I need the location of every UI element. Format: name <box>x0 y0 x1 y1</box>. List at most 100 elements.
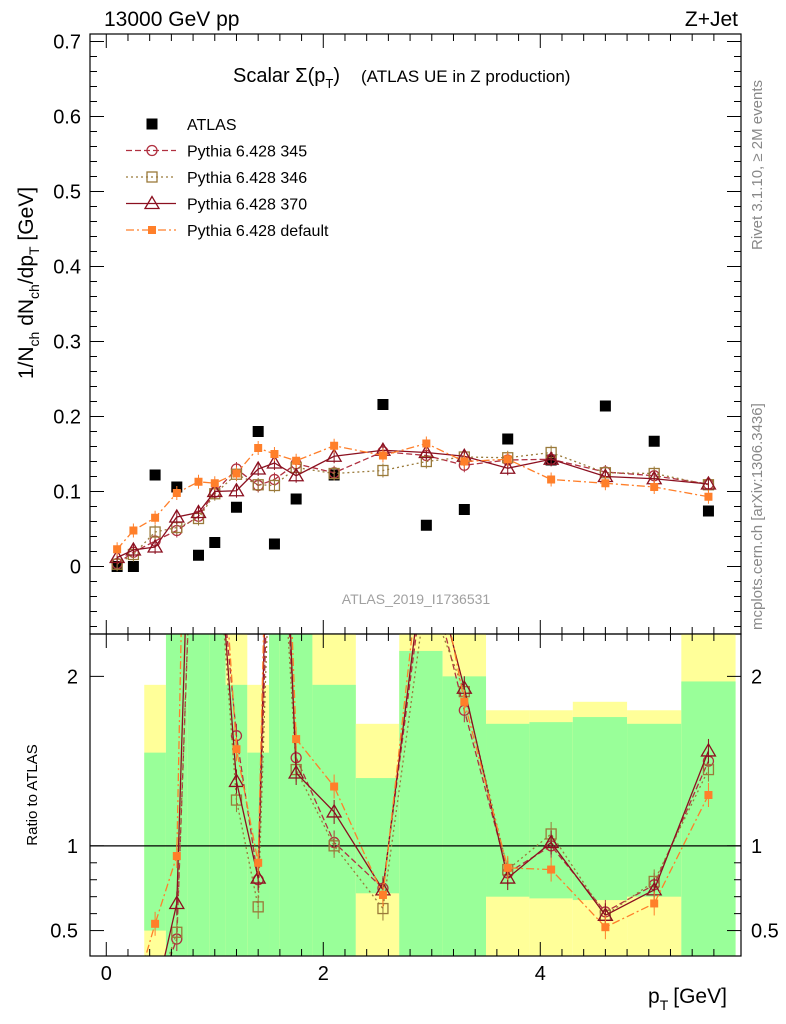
p346-point <box>252 479 264 491</box>
ratio-y-tick-label: 1 <box>67 836 78 858</box>
x-axis-label-unit: [GeV] <box>673 985 727 1008</box>
ratio-x-axis: 0 2 4 <box>101 634 715 985</box>
pdefault-ratio-point <box>232 745 241 754</box>
band-inner <box>209 634 226 956</box>
p370-point <box>250 460 267 475</box>
p346-ratio-point <box>171 926 183 938</box>
ratio-y-tick-label-right: 1 <box>751 836 762 858</box>
legend-label-pdefault: Pythia 6.428 default <box>187 223 329 240</box>
pdefault-point <box>650 483 659 491</box>
ratio-y-axis: 0.5 0.5 1 1 2 2 <box>50 666 779 942</box>
legend: ATLAS Pythia 6.428 345 Pythia 6.428 346 Pyt… <box>126 117 329 240</box>
atlas-point <box>193 549 204 561</box>
atlas-point <box>502 433 514 445</box>
atlas-point <box>420 519 432 531</box>
band-inner <box>279 634 313 956</box>
pdefault-point <box>210 479 219 488</box>
atlas-point <box>268 538 280 550</box>
mcplots-label: mcplots.cern.ch [arXiv:1306.3436] <box>749 403 766 630</box>
band-inner <box>399 650 443 956</box>
y-tick-label: 0.4 <box>53 257 81 279</box>
pdefault-ratio-point <box>460 697 469 706</box>
pdefault-point <box>151 513 160 522</box>
atlas-point <box>648 435 660 447</box>
p370-point <box>266 454 283 469</box>
p345-ratio-point <box>150 993 160 1003</box>
p345-ratio-point <box>112 993 122 1003</box>
pdefault-point <box>330 441 339 450</box>
legend-label-atlas: ATLAS <box>187 117 237 134</box>
p346-ratio-point <box>210 502 220 512</box>
pdefault-ratio-point <box>547 865 556 874</box>
band-inner <box>269 634 280 956</box>
p346-point <box>149 526 161 538</box>
y-tick-label: 0.3 <box>53 332 81 354</box>
x-tick-label: 0 <box>101 963 112 985</box>
legend-label-p370: Pythia 6.428 370 <box>187 197 307 214</box>
p370-ratio-point <box>288 764 305 779</box>
p370-ratio-point <box>419 534 433 546</box>
pdefault-point <box>292 456 301 465</box>
p370-ratio-point <box>110 991 124 1003</box>
p370-ratio-point <box>325 803 343 818</box>
p346-ratio-point <box>702 763 715 776</box>
x-tick-label: 2 <box>318 963 329 985</box>
pdefault-point <box>422 439 431 448</box>
x-tick-label: 4 <box>535 963 546 985</box>
pdefault-point <box>547 475 556 484</box>
atlas-point <box>209 537 221 548</box>
legend-marker-p346 <box>146 171 158 183</box>
x-axis-label-main: p <box>648 985 660 1008</box>
y-tick-label: 0.5 <box>53 182 81 204</box>
p370-ratio-point <box>148 991 162 1003</box>
ratio-plot-panel: 0.5 0.5 1 1 2 2 0 2 4 Ratio to ATLAS pT [GeV] <box>24 349 779 1013</box>
p370-point <box>108 549 126 564</box>
p345-ratio-point <box>421 553 431 563</box>
pdefault-ratio-point <box>378 890 387 899</box>
pdefault-point <box>460 457 469 466</box>
ratio-y-tick-label: 0.5 <box>50 921 78 943</box>
pdefault-point <box>113 545 122 554</box>
p370-point <box>288 467 305 482</box>
p346-point <box>377 464 389 477</box>
main-y-axis: 0 0.1 0.2 0.3 0.4 0.5 0.6 0.7 <box>53 32 741 627</box>
p346-ratio-point <box>112 993 122 1003</box>
rivet-label: Rivet 3.1.10, ≥ 2M events <box>749 80 766 250</box>
p346-ratio-point <box>328 840 340 852</box>
p345-ratio-point <box>269 349 279 359</box>
chart-title-close: ) <box>333 65 340 87</box>
p346-ratio-point <box>269 400 279 410</box>
pdefault-line <box>116 442 709 550</box>
p345-ratio-point <box>210 502 220 512</box>
atlas-point <box>702 505 714 517</box>
ratio-y-tick-label: 2 <box>67 666 78 688</box>
p370-point <box>146 538 164 553</box>
atlas-point <box>230 501 242 513</box>
main-plot-panel: 0 0.1 0.2 0.3 0.4 0.5 0.6 0.7 Scalar Σ(pT) (ATL… <box>15 32 742 635</box>
y-tick-label: 0.6 <box>53 107 81 129</box>
p346-line <box>116 451 709 565</box>
pdefault-point <box>601 479 610 488</box>
atlas-point <box>252 426 264 437</box>
ratio-y-tick-label-right: 0.5 <box>751 921 779 943</box>
pdefault-ratio-point <box>113 994 121 1002</box>
legend-marker-pdefault <box>148 226 156 234</box>
band-inner <box>312 684 356 956</box>
pdefault-ratio-point <box>254 858 263 867</box>
main-y-axis-label: 1/Nch dNch/dpT [GeV] <box>15 187 42 379</box>
p370-ratio-point <box>126 991 140 1003</box>
chart-title: Scalar Σ(pT) <box>233 65 340 91</box>
pdefault-ratio-point <box>129 994 137 1002</box>
pdefault-ratio-point <box>503 863 512 872</box>
p370-ratio-point <box>250 869 267 884</box>
pdefault-ratio-point <box>330 782 339 791</box>
y-tick-label: 0.2 <box>53 407 81 429</box>
p370-point <box>542 450 560 465</box>
p370-ratio-point <box>700 742 717 757</box>
legend-label-p345: Pythia 6.428 345 <box>187 144 307 161</box>
pdefault-ratio-point <box>601 923 610 932</box>
p370-ratio-point <box>228 773 245 788</box>
pdefault-ratio-point <box>422 503 430 511</box>
p345-line <box>116 451 709 565</box>
main-x-ticks <box>105 34 715 634</box>
